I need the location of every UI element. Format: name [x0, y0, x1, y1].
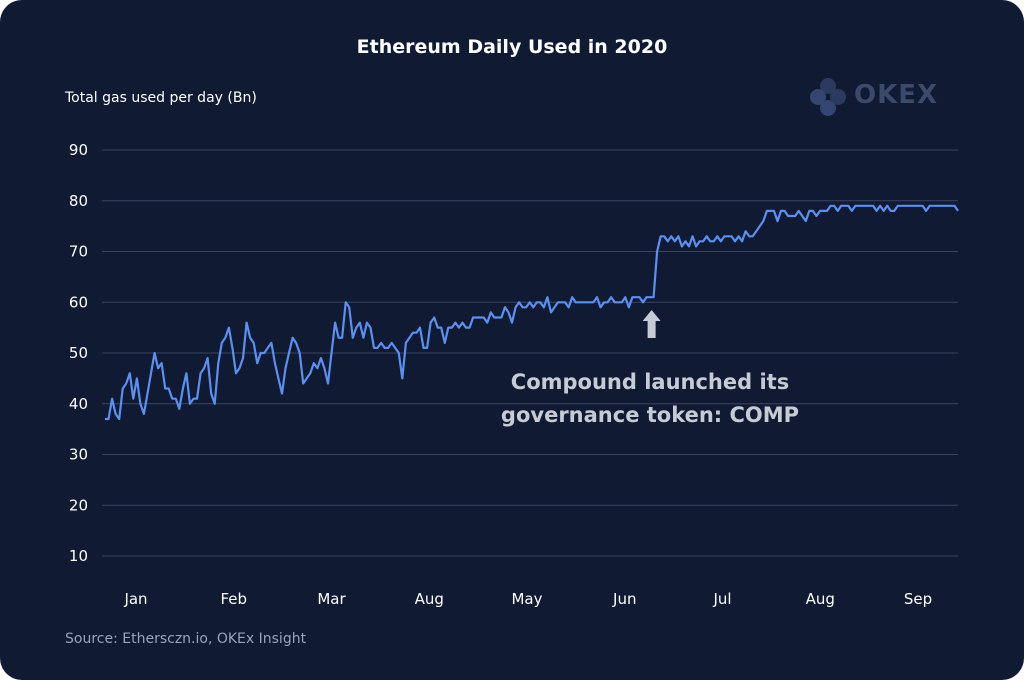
okex-logo-text: OKEX: [854, 80, 939, 110]
x-tick-label: Jul: [712, 590, 731, 608]
okex-logo: OKEX: [806, 76, 939, 122]
annotation-arrow: [642, 310, 661, 338]
x-tick-label: Jan: [123, 590, 147, 608]
y-tick-label: 30: [69, 446, 88, 464]
x-tick-label: Feb: [220, 590, 247, 608]
y-tick-label: 20: [69, 496, 88, 514]
y-tick-label: 70: [69, 243, 88, 261]
chart-annotation: Compound launched its governance token: …: [490, 366, 810, 432]
chart-title: Ethereum Daily Used in 2020: [356, 36, 668, 58]
y-tick-label: 10: [69, 547, 88, 565]
y-tick-label: 60: [69, 293, 88, 311]
annotation-line-2: governance token: COMP: [500, 403, 800, 427]
x-tick-label: Jun: [612, 590, 636, 608]
x-tick-label: May: [511, 590, 542, 608]
y-tick-label: 90: [69, 141, 88, 159]
x-tick-label: Aug: [415, 590, 444, 608]
y-tick-label: 50: [69, 344, 88, 362]
annotation-line-1: Compound launched its: [510, 370, 790, 394]
series-line: [105, 204, 959, 421]
x-tick-label: Mar: [317, 590, 346, 608]
y-tick-label: 40: [69, 395, 88, 413]
okex-logo-icon: [810, 78, 846, 116]
y-axis-label: Total gas used per day (Bn): [65, 90, 257, 106]
x-tick-label: Aug: [806, 590, 835, 608]
x-tick-label: Sep: [904, 590, 932, 608]
source-note: Source: Ethersczn.io, OKEx Insight: [65, 631, 307, 647]
y-tick-label: 80: [69, 192, 88, 210]
